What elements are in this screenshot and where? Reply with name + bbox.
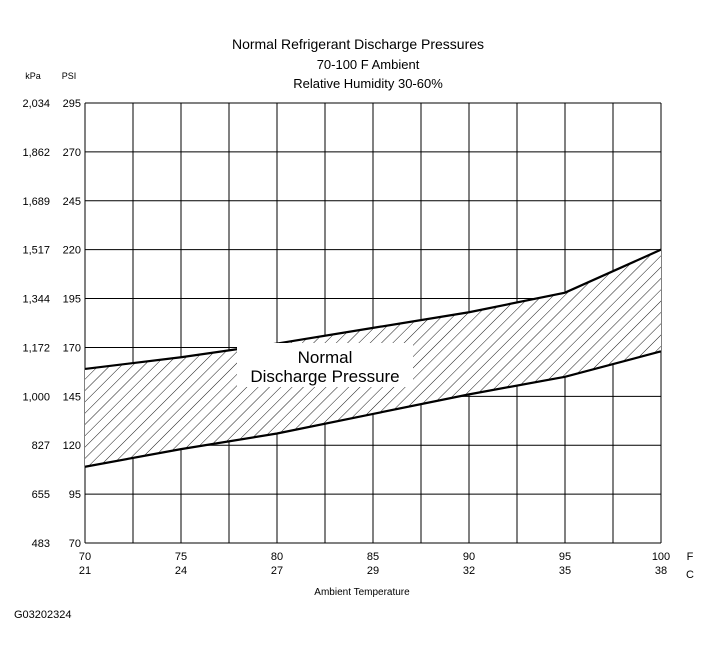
x-axis-unit-c: C [686,569,694,581]
region-label-line: Discharge Pressure [250,367,399,386]
y-axis-unit-kpa: kPa [25,71,41,81]
x-tick-label-f: 100 [652,551,670,563]
y-axis-unit-psi: PSI [62,71,77,81]
y-tick-label-psi: 145 [63,391,81,403]
y-tick-label-kpa: 1,517 [22,245,50,257]
x-tick-label-c: 32 [463,565,475,577]
x-tick-label-c: 35 [559,565,571,577]
y-tick-label-kpa: 827 [32,440,50,452]
y-tick-label-kpa: 1,172 [22,342,50,354]
boundary-lines [84,248,662,468]
y-tick-label-psi: 295 [63,98,81,110]
y-tick-label-kpa: 655 [32,489,50,501]
y-tick-label-psi: 270 [63,147,81,159]
x-tick-label-f: 70 [79,551,91,563]
region-label-line: Normal [298,348,353,367]
x-tick-label-c: 24 [175,565,187,577]
upper-limit-line [84,248,662,371]
y-tick-label-psi: 95 [69,489,81,501]
chart-subtitle-humidity: Relative Humidity 30-60% [293,76,443,91]
y-tick-label-kpa: 483 [32,538,50,550]
axes: kPa PSI 295 2,034 270 1,862 245 1,689 220 1,517 19… [22,71,694,598]
y-tick-label-psi: 70 [69,538,81,550]
y-tick-label-psi: 120 [63,440,81,452]
y-tick-label-psi: 220 [63,245,81,257]
x-tick-label-f: 90 [463,551,475,563]
x-tick-label-f: 75 [175,551,187,563]
x-tick-label-c: 38 [655,565,667,577]
y-tick-label-psi: 195 [63,294,81,306]
chart-subtitle-ambient: 70-100 F Ambient [316,57,420,72]
x-tick-label-f: 85 [367,551,379,563]
x-tick-label-f: 95 [559,551,571,563]
region-label-background [237,343,413,387]
y-tick-label-kpa: 1,862 [22,147,50,159]
y-tick-label-psi: 170 [63,342,81,354]
y-tick-label-psi: 245 [63,196,81,208]
lower-limit-line [84,350,662,468]
x-tick-label-c: 29 [367,565,379,577]
x-axis-unit-f: F [687,551,694,563]
figure-id: G03202324 [14,609,72,621]
y-tick-label-kpa: 1,344 [22,294,50,306]
x-axis-label: Ambient Temperature [314,587,410,598]
y-tick-label-kpa: 2,034 [22,98,50,110]
chart-title: Normal Refrigerant Discharge Pressures [231,36,485,52]
y-tick-label-kpa: 1,000 [22,391,50,403]
x-tick-label-c: 27 [271,565,283,577]
y-tick-label-kpa: 1,689 [22,196,50,208]
x-tick-label-f: 80 [271,551,283,563]
x-tick-label-c: 21 [79,565,91,577]
